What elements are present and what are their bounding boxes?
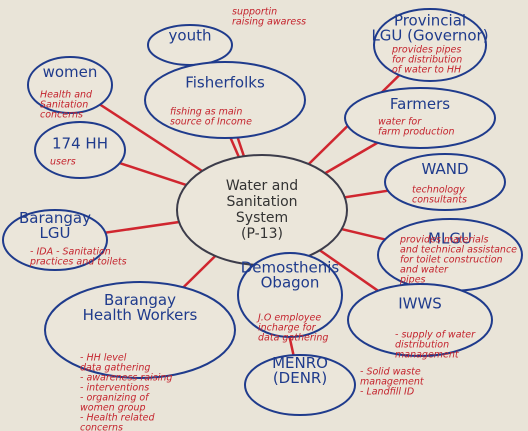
node-note: consultants: [412, 195, 467, 206]
node-note: - Solid waste: [360, 367, 421, 378]
node-note: management: [360, 377, 425, 388]
node-note: management: [395, 350, 460, 361]
node-ellipse: [144, 61, 306, 139]
node-label: Provincial: [394, 11, 466, 29]
node-note: for distribution: [392, 55, 462, 66]
node-note: data gathering: [80, 363, 150, 374]
node-label: Health Workers: [83, 306, 198, 324]
node-ellipse: [44, 281, 236, 379]
node-ellipse: [244, 354, 356, 416]
node-label: IWWS: [398, 294, 442, 312]
node-label: MENRO: [272, 354, 328, 372]
node-label: Barangay: [19, 209, 91, 227]
node-label: LGU (Governor): [371, 26, 488, 44]
node-note: provides pipes: [391, 45, 461, 56]
node-note: incharge for: [258, 323, 317, 334]
node-note: concerns: [80, 423, 123, 431]
node-note: distribution: [395, 340, 449, 351]
center-label: (P-13): [241, 226, 283, 242]
node-note: fishing as main: [170, 107, 242, 118]
node-ellipse: [347, 283, 493, 357]
node-label: WAND: [421, 160, 468, 178]
node-note: water for: [378, 117, 422, 128]
node-ellipse: [344, 87, 496, 149]
center-label: Sanitation: [226, 194, 297, 210]
node-note: practices and toilets: [29, 257, 127, 268]
node-note: Sanitation: [40, 100, 88, 111]
node-note: - Landfill ID: [360, 387, 414, 398]
node-note: pipes: [399, 275, 426, 286]
node-note: - interventions: [80, 383, 149, 394]
node-note: farm production: [378, 127, 455, 138]
center-label: Water and: [226, 178, 298, 194]
node-note: concerns: [40, 110, 83, 121]
node-ellipse: [384, 153, 506, 211]
node-label: Barangay: [104, 291, 176, 309]
node-ellipse: [373, 8, 487, 82]
node-note: J.O employee: [256, 313, 321, 324]
node-note: - awareness raising: [80, 373, 172, 384]
node-note: and water: [400, 265, 449, 276]
node-ellipse: [34, 121, 126, 179]
node-label: Obagon: [261, 274, 320, 292]
node-note: supportin: [232, 7, 277, 18]
node-note: - organizing of: [80, 393, 150, 404]
node-note: of water to HH: [392, 65, 461, 76]
node-note: for toilet construction: [400, 255, 503, 266]
node-label: Fisherfolks: [185, 73, 265, 91]
node-ellipse: [2, 209, 108, 271]
node-note: and technical assistance: [400, 245, 517, 256]
node-label: Demosthenis: [241, 259, 340, 277]
center-label: System: [236, 210, 288, 226]
node-ellipse: [27, 56, 113, 114]
node-label: MLGU: [428, 229, 472, 247]
node-note: - Health related: [80, 413, 155, 424]
node-label: LGU: [40, 224, 71, 242]
node-ellipse: [237, 252, 343, 338]
node-label: 174 HH: [52, 135, 108, 153]
node-note: data gathering: [258, 333, 328, 344]
node-note: - IDA - Sanitation: [30, 247, 111, 258]
node-note: - supply of water: [395, 330, 476, 341]
node-label: (DENR): [273, 369, 327, 387]
node-label: women: [43, 63, 98, 81]
node-note: - HH level: [80, 353, 127, 364]
node-note: women group: [80, 403, 146, 414]
node-label: Farmers: [390, 95, 450, 113]
node-note: Health and: [40, 90, 93, 101]
node-note: provides materials: [399, 235, 489, 246]
node-note: users: [50, 157, 76, 168]
node-note: source of Income: [170, 117, 252, 128]
node-note: technology: [412, 185, 465, 196]
node-note: raising awaress: [232, 17, 306, 28]
node-label: youth: [169, 27, 212, 45]
